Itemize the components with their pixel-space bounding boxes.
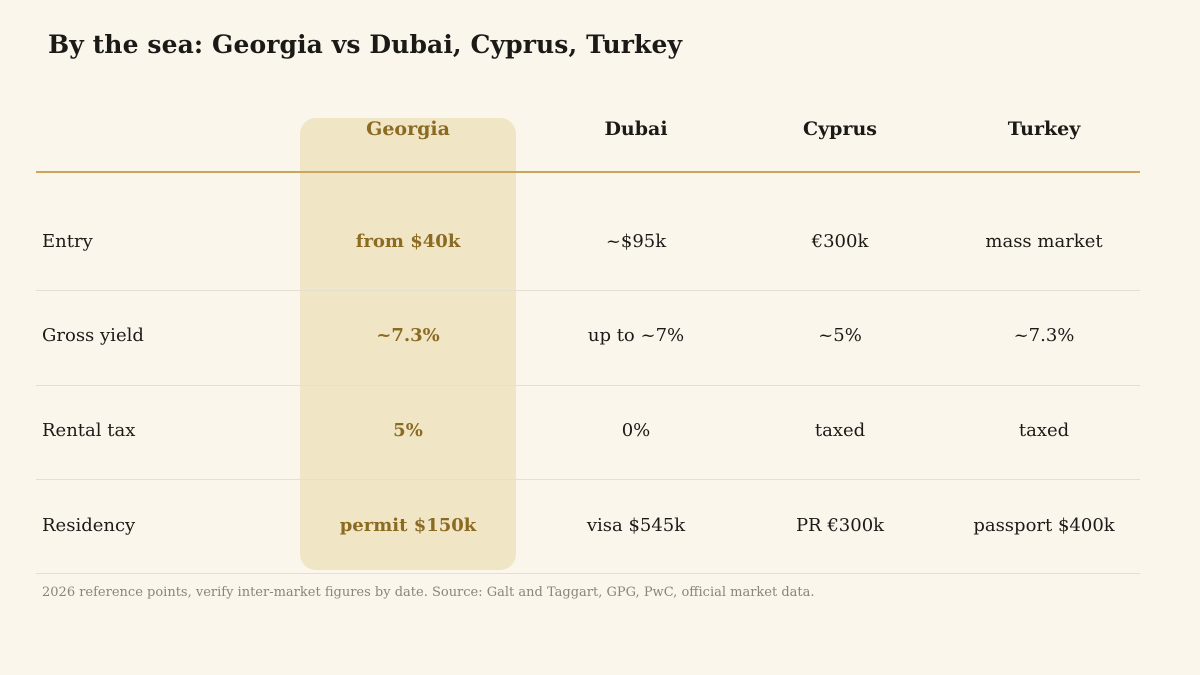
- row-divider: [36, 479, 1140, 480]
- cell-gross-yield-turkey: ~7.3%: [1013, 325, 1075, 346]
- cell-gross-yield-georgia: ~7.3%: [376, 325, 440, 346]
- cell-entry-dubai: ~$95k: [605, 231, 667, 252]
- row-divider: [36, 573, 1140, 574]
- page-title: By the sea: Georgia vs Dubai, Cyprus, Tu…: [48, 30, 683, 59]
- georgia-column-highlight: [300, 118, 516, 570]
- cell-residency-turkey: passport $400k: [973, 515, 1115, 536]
- cell-residency-cyprus: PR €300k: [795, 515, 885, 536]
- row-label-gross-yield: Gross yield: [42, 325, 144, 346]
- cell-rental-tax-turkey: taxed: [1018, 420, 1070, 441]
- column-header-cyprus: Cyprus: [803, 118, 877, 140]
- cell-entry-turkey: mass market: [985, 231, 1103, 252]
- cell-rental-tax-georgia: 5%: [393, 420, 423, 441]
- cell-rental-tax-cyprus: taxed: [814, 420, 866, 441]
- cell-gross-yield-dubai: up to ~7%: [587, 325, 685, 346]
- row-label-rental-tax: Rental tax: [42, 420, 136, 441]
- cell-residency-georgia: permit $150k: [339, 515, 477, 536]
- column-header-turkey: Turkey: [1007, 118, 1081, 140]
- cell-gross-yield-cyprus: ~5%: [818, 325, 862, 346]
- row-divider: [36, 385, 1140, 386]
- source-footnote: 2026 reference points, verify inter-mark…: [42, 585, 815, 600]
- header-divider: [36, 171, 1140, 173]
- column-header-dubai: Dubai: [604, 118, 668, 140]
- cell-entry-georgia: from $40k: [355, 231, 461, 252]
- row-label-residency: Residency: [42, 515, 136, 536]
- cell-rental-tax-dubai: 0%: [621, 420, 651, 441]
- column-header-georgia: Georgia: [366, 118, 450, 140]
- row-label-entry: Entry: [42, 231, 93, 252]
- row-divider: [36, 290, 1140, 291]
- cell-residency-dubai: visa $545k: [586, 515, 686, 536]
- cell-entry-cyprus: €300k: [811, 231, 869, 252]
